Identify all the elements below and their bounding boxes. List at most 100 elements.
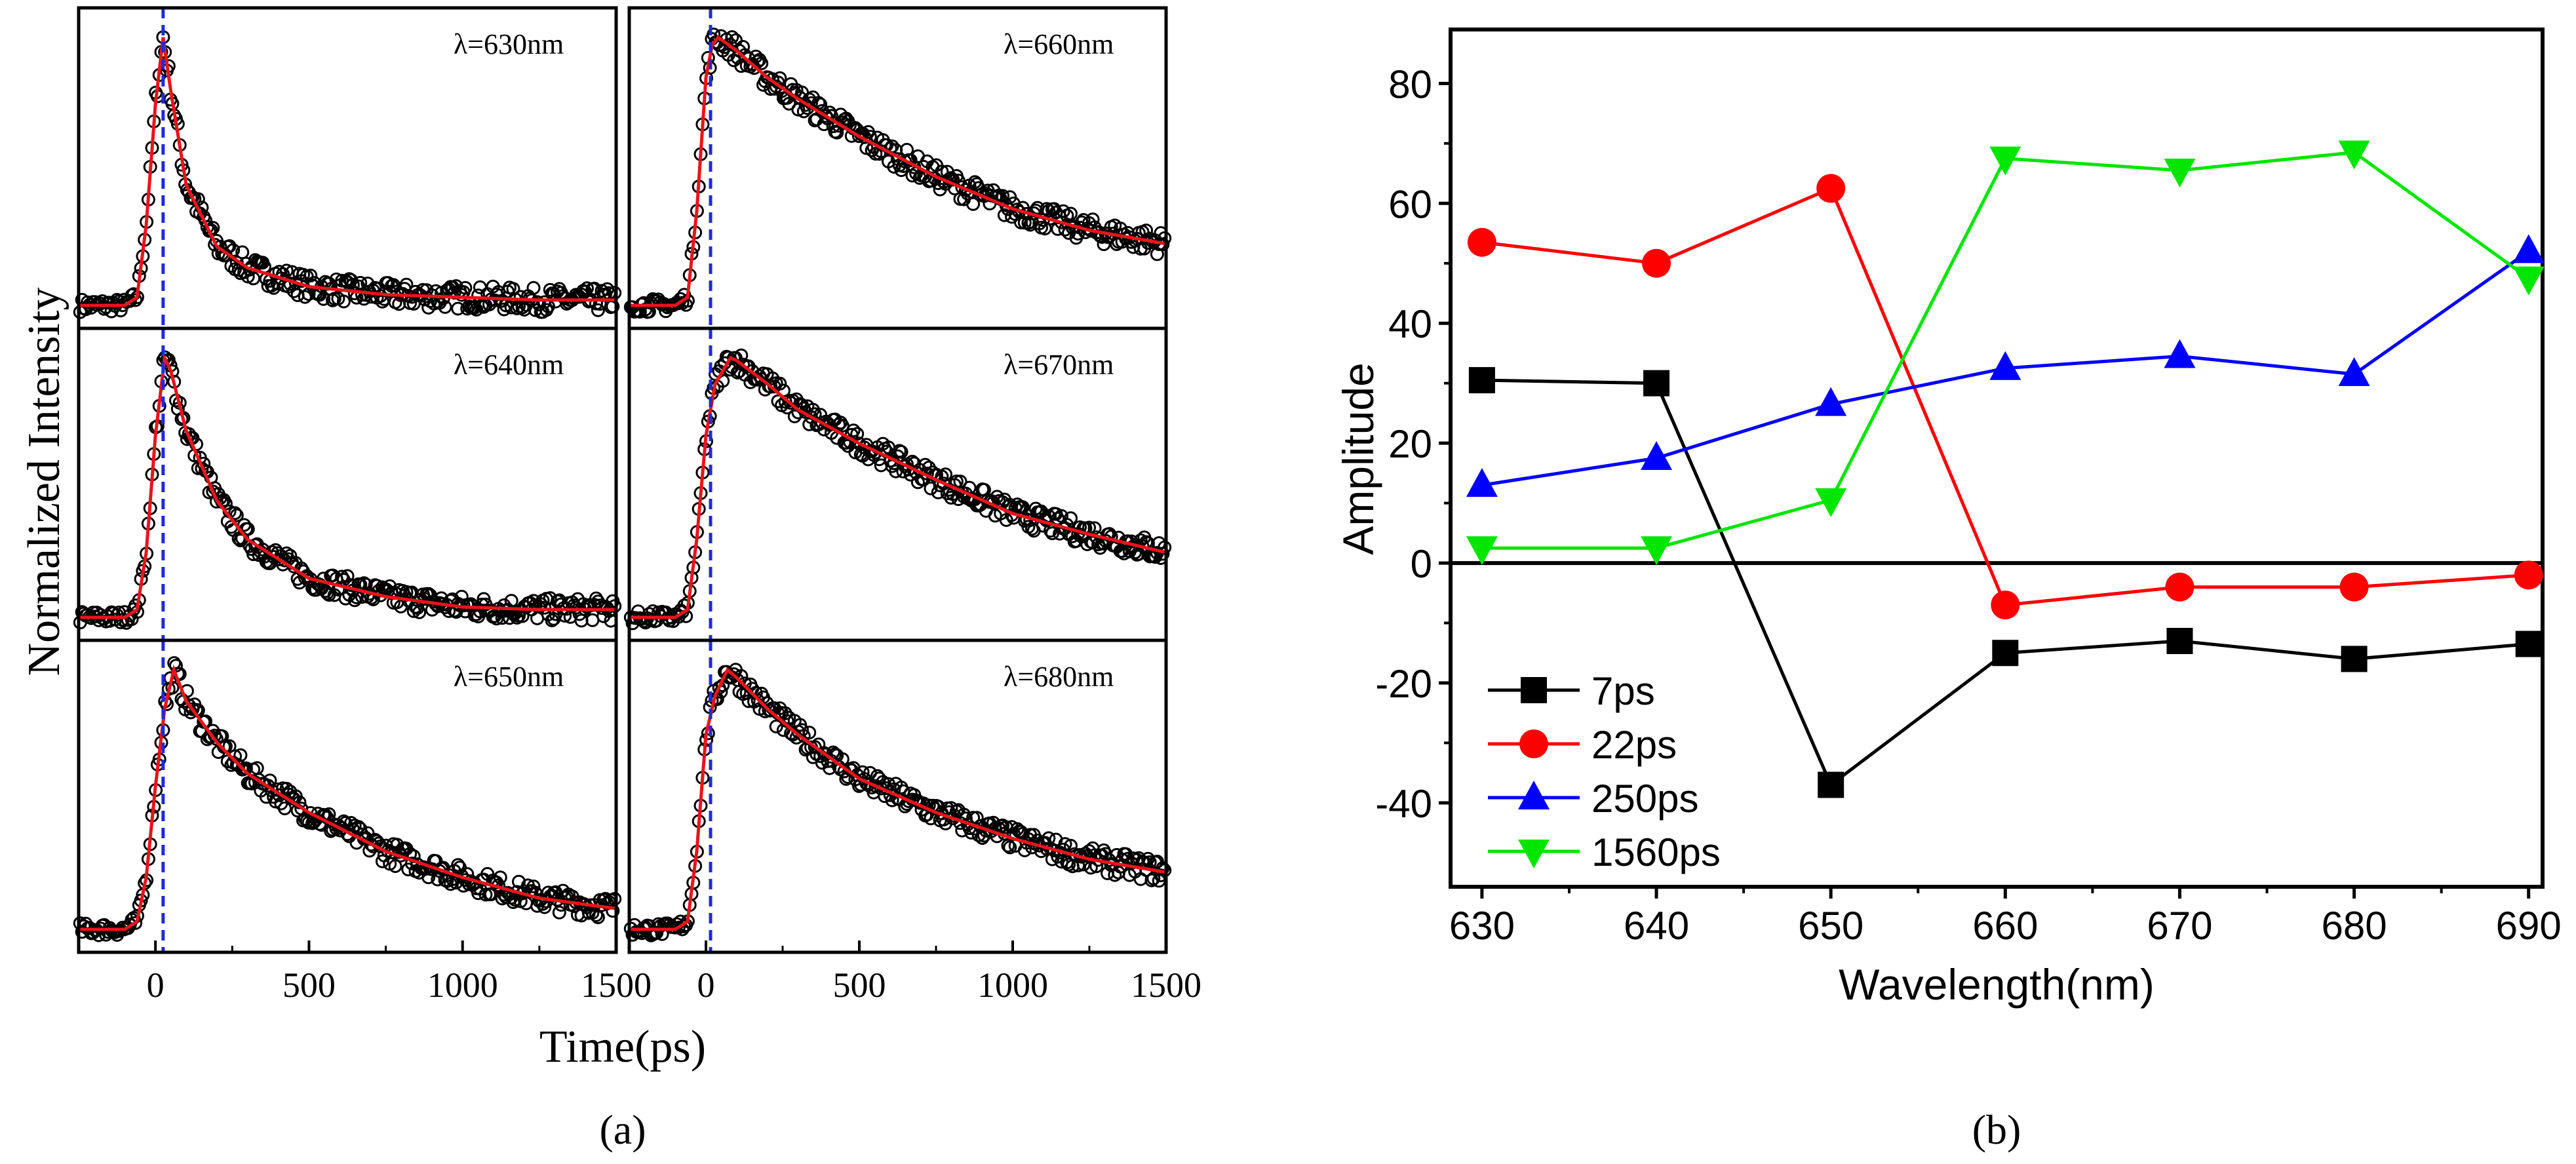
data-point bbox=[1042, 831, 1056, 845]
circle-marker bbox=[1816, 174, 1846, 203]
y-tick-label: 40 bbox=[1388, 302, 1432, 346]
data-point bbox=[458, 281, 473, 295]
legend-label: 22ps bbox=[1591, 723, 1677, 767]
data-point bbox=[1014, 824, 1028, 839]
data-point bbox=[1058, 837, 1072, 851]
wavelength-label: λ=640nm bbox=[454, 349, 564, 381]
circle-marker bbox=[1519, 729, 1548, 758]
data-point bbox=[813, 97, 828, 111]
data-point bbox=[1003, 840, 1017, 855]
series-7ps bbox=[1468, 367, 2542, 798]
data-point bbox=[835, 419, 849, 433]
data-point bbox=[1156, 861, 1170, 876]
panel-a-ylabel: Normalized Intensity bbox=[19, 288, 69, 676]
data-point bbox=[209, 494, 224, 509]
legend-label: 250ps bbox=[1591, 777, 1698, 821]
data-point bbox=[846, 423, 861, 438]
data-point bbox=[351, 820, 366, 834]
data-point bbox=[754, 56, 769, 71]
data-point bbox=[256, 542, 270, 556]
y-tick-label: -40 bbox=[1375, 782, 1432, 826]
triangle-up-marker bbox=[1518, 781, 1550, 809]
data-point bbox=[526, 880, 541, 893]
data-point bbox=[506, 282, 520, 296]
data-point bbox=[975, 831, 990, 845]
data-point bbox=[1064, 511, 1078, 526]
fit-curve bbox=[79, 351, 616, 619]
series-1560ps bbox=[1466, 140, 2545, 566]
data-point bbox=[736, 40, 751, 54]
y-tick-label: -20 bbox=[1375, 662, 1432, 706]
data-point bbox=[336, 294, 351, 309]
data-point bbox=[1045, 526, 1059, 541]
x-tick-label: 1500 bbox=[1131, 965, 1201, 1005]
data-point bbox=[510, 611, 524, 625]
wavelength-label: λ=630nm bbox=[454, 28, 564, 60]
triangle-down-marker bbox=[2338, 140, 2370, 170]
data-point bbox=[1060, 518, 1074, 532]
circle-marker bbox=[2165, 572, 2195, 602]
data-point bbox=[887, 160, 901, 174]
data-point bbox=[741, 694, 756, 708]
legend-item-250ps: 250ps bbox=[1488, 777, 1698, 821]
data-point bbox=[966, 197, 981, 211]
data-point bbox=[964, 825, 979, 840]
data-point bbox=[589, 908, 603, 922]
data-point bbox=[298, 290, 312, 304]
square-marker bbox=[2166, 627, 2193, 654]
data-point bbox=[388, 859, 402, 873]
wavelength-label: λ=650nm bbox=[454, 661, 564, 693]
data-point bbox=[526, 281, 541, 295]
data-point bbox=[707, 28, 721, 42]
data-point bbox=[591, 303, 605, 317]
data-point bbox=[796, 104, 811, 119]
data-point bbox=[1083, 861, 1098, 875]
fit-curve bbox=[79, 37, 616, 307]
panel-b-label: (b) bbox=[1972, 1106, 2021, 1153]
triangle-up-marker bbox=[1466, 468, 1498, 497]
series-250ps bbox=[1466, 234, 2545, 497]
series-22ps bbox=[1467, 174, 2543, 620]
y-tick-label: 60 bbox=[1388, 182, 1432, 226]
data-point bbox=[830, 125, 844, 140]
x-tick-label: 670 bbox=[2147, 904, 2212, 948]
data-point bbox=[490, 611, 504, 626]
legend-label: 7ps bbox=[1591, 669, 1655, 713]
fit-curve bbox=[79, 664, 617, 931]
data-point bbox=[894, 445, 908, 459]
data-point bbox=[1001, 838, 1015, 853]
data-point bbox=[1156, 237, 1170, 252]
data-point bbox=[277, 801, 292, 815]
data-point bbox=[580, 281, 594, 296]
y-tick-label: 0 bbox=[1411, 542, 1432, 586]
triangle-down-marker bbox=[1641, 536, 1673, 566]
data-point bbox=[375, 854, 389, 868]
triangle-down-marker bbox=[1466, 536, 1498, 566]
panel-frame bbox=[627, 638, 1168, 954]
x-tick-label: 680 bbox=[2322, 904, 2387, 948]
data-point bbox=[229, 508, 244, 522]
circle-marker bbox=[2339, 572, 2369, 602]
data-point bbox=[504, 594, 518, 608]
panel-frame bbox=[77, 638, 618, 954]
x-tick-label: 0 bbox=[697, 965, 715, 1005]
data-point bbox=[552, 905, 566, 920]
fit-curve bbox=[629, 355, 1167, 619]
square-marker bbox=[1818, 771, 1844, 798]
decay-panel-λ=670nm: λ=670nm bbox=[623, 326, 1172, 642]
legend-item-1560ps: 1560ps bbox=[1488, 830, 1721, 874]
data-point bbox=[233, 748, 248, 762]
data-point bbox=[725, 30, 739, 45]
square-marker bbox=[1521, 677, 1547, 703]
data-point bbox=[473, 280, 487, 294]
circle-marker bbox=[1991, 591, 2020, 620]
circle-marker bbox=[2514, 560, 2543, 590]
data-point bbox=[969, 811, 984, 825]
x-tick-label: 0 bbox=[147, 965, 165, 1005]
circle-marker bbox=[1642, 248, 1671, 278]
triangle-up-marker bbox=[1815, 387, 1847, 416]
data-point bbox=[279, 263, 294, 278]
data-point bbox=[585, 613, 600, 627]
wavelength-label: λ=670nm bbox=[1004, 349, 1114, 381]
